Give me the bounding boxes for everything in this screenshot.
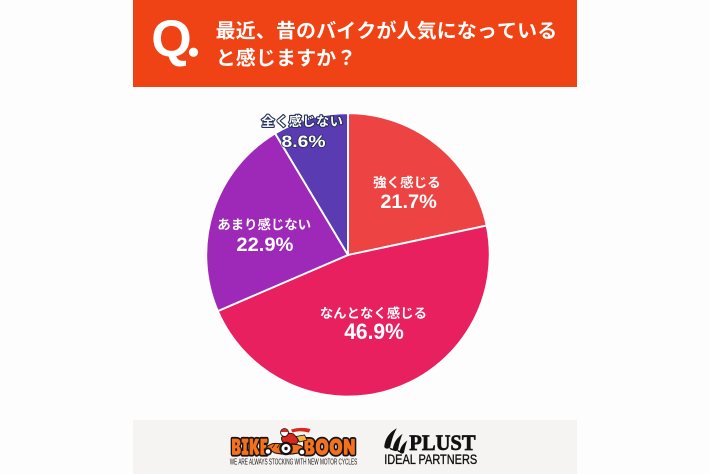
svg-text:WE ARE ALWAYS STOCKING WITH NE: WE ARE ALWAYS STOCKING WITH NEW MOTOR CY… [230,456,358,466]
svg-text:Q: Q [151,11,191,69]
svg-text:8.6%: 8.6% [282,132,326,151]
svg-text:IDEAL PARTNERS: IDEAL PARTNERS [384,452,477,467]
svg-text:PLUST: PLUST [409,431,476,455]
svg-text:46.9%: 46.9% [344,319,404,344]
svg-text:21.7%: 21.7% [380,192,437,213]
svg-text:22.9%: 22.9% [236,235,293,256]
